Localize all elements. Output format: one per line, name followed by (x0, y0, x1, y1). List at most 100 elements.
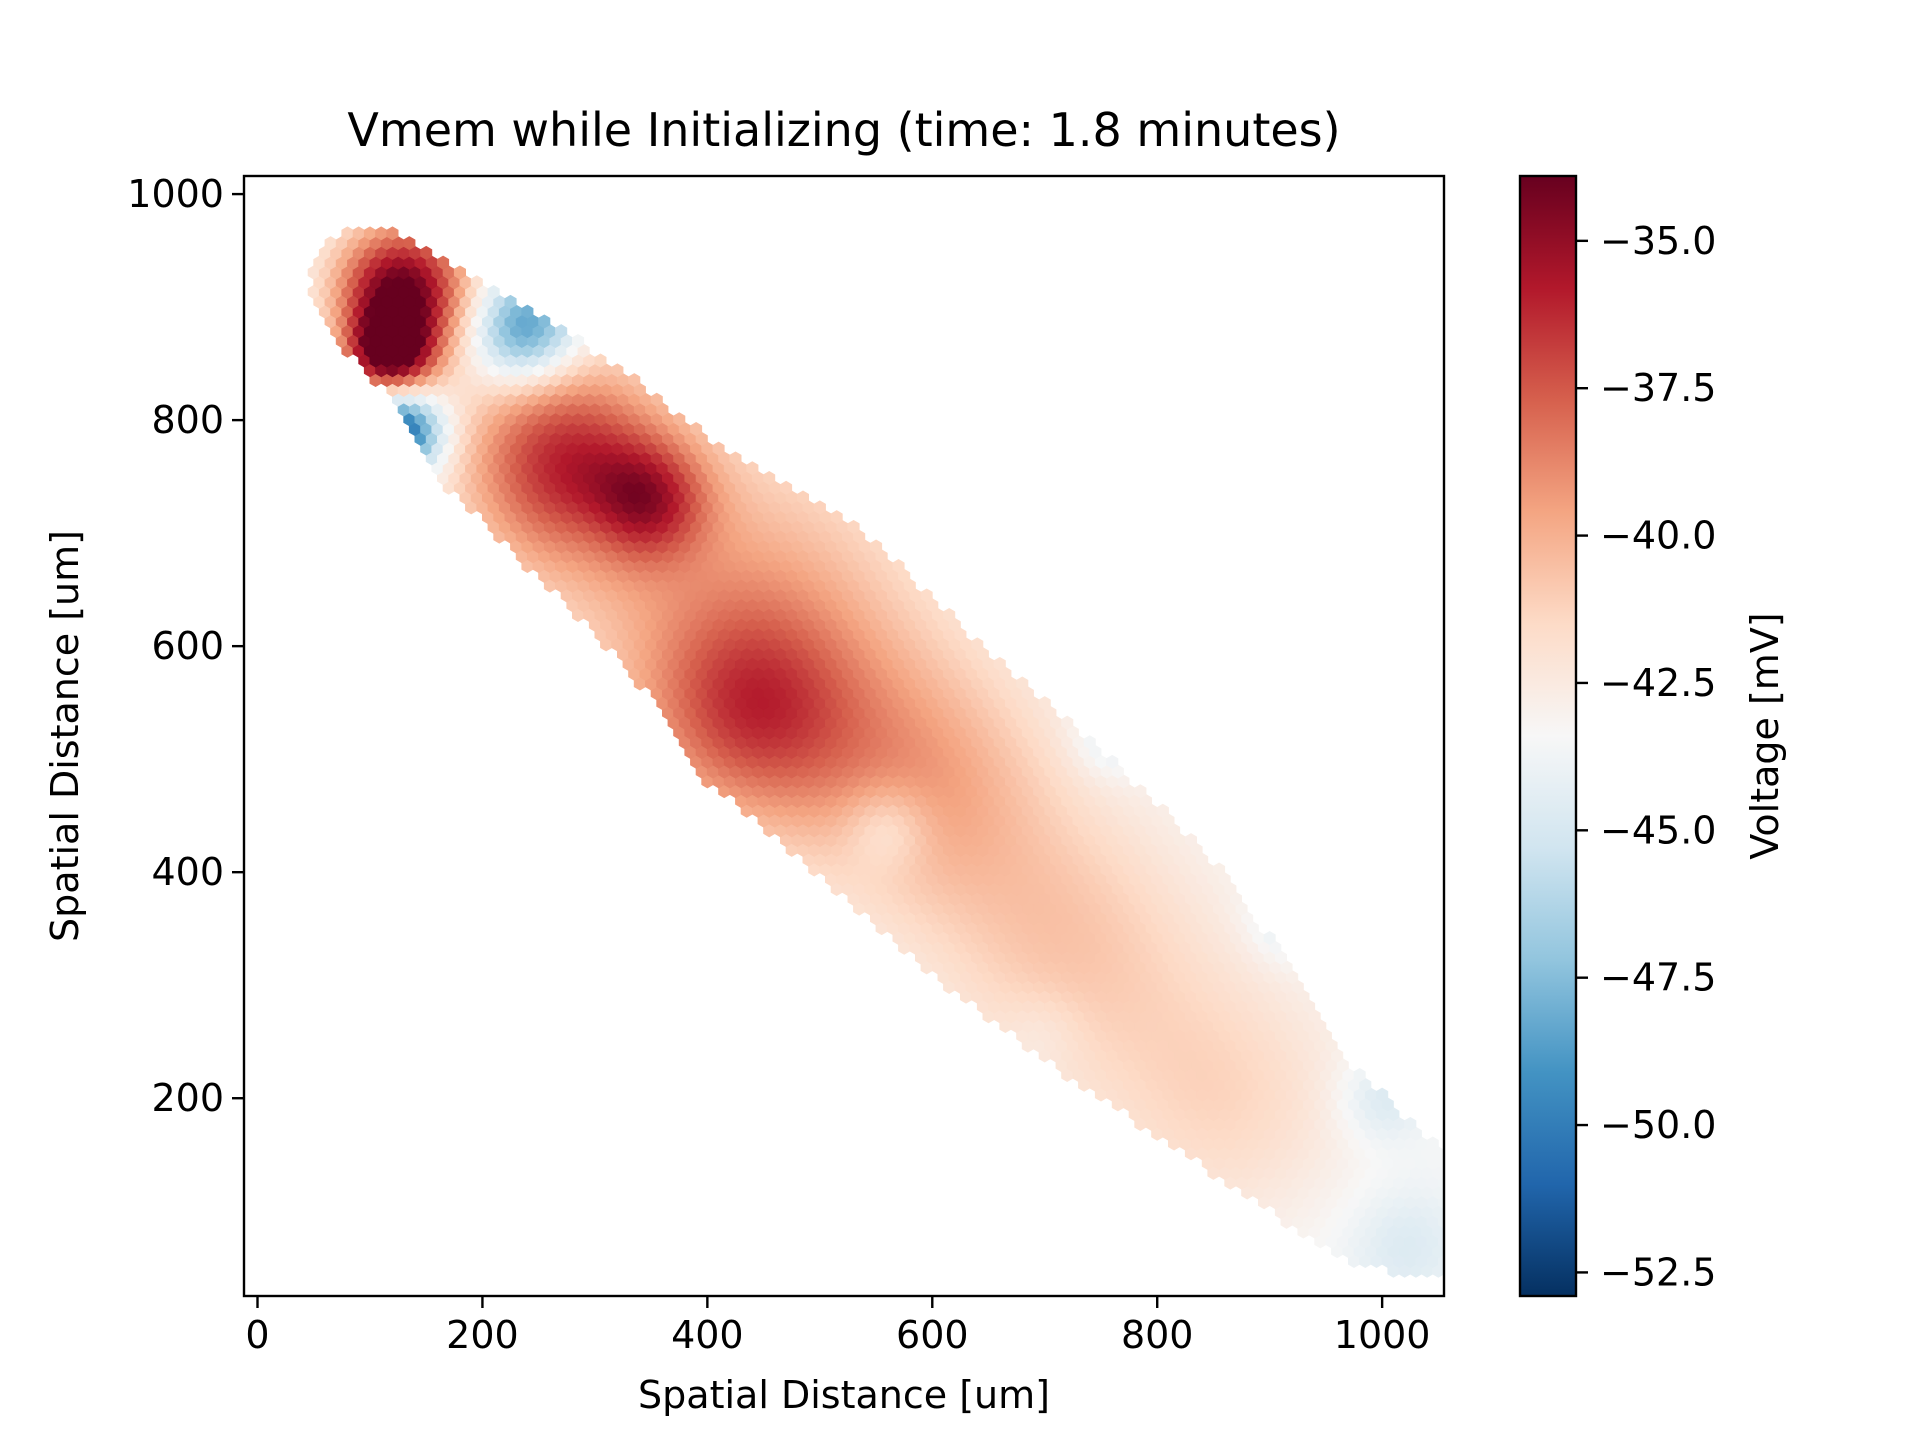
vmem-cell (571, 333, 585, 348)
vmem-cell (1443, 1208, 1444, 1216)
vmem-cell (324, 236, 337, 251)
vmem-cell (1450, 1235, 1462, 1248)
vmem-cell (847, 519, 860, 534)
vmem-cell (763, 471, 776, 485)
vmem-cell (1263, 931, 1276, 945)
vmem-cell (1461, 1196, 1472, 1209)
y-tick-label: 600 (151, 624, 224, 668)
vmem-cell (796, 490, 810, 505)
chart-title: Vmem while Initializing (time: 1.8 minut… (347, 103, 1340, 157)
vmem-cell (1455, 1186, 1467, 1199)
colorbar-tick-label: −50.0 (1600, 1103, 1716, 1147)
vmem-cell (1376, 1087, 1389, 1102)
colorbar-tick-label: −37.5 (1600, 366, 1716, 410)
colorbar-label: Voltage [mV] (1743, 612, 1787, 859)
vmem-cell (1472, 1196, 1484, 1209)
vmem-cell (352, 226, 365, 241)
x-axis-ticks: 0 200 400 600 800 1000 (245, 1296, 1431, 1357)
vmem-cell (1461, 1235, 1472, 1248)
colorbar (1518, 174, 1578, 1298)
colorbar-ticks: −35.0 −37.5 −40.0 −42.5 −45.0 −47.5 −50.0 −52.5 (1576, 219, 1716, 1294)
vmem-cell (690, 422, 703, 437)
vmem-cell (521, 304, 534, 319)
vmem-cell (1455, 1166, 1467, 1179)
vmem-cell (1466, 1225, 1478, 1238)
x-tick-label: 0 (245, 1313, 269, 1357)
vmem-cell (504, 294, 517, 309)
vmem-cell (611, 363, 624, 378)
vmem-cell (403, 236, 416, 251)
vmem-cell (1061, 715, 1074, 730)
vmem-cell (673, 412, 686, 427)
vmem-cell (1455, 1205, 1467, 1218)
vmem-cell (538, 314, 551, 329)
vmem-cell (363, 226, 377, 241)
vmem-cell (1466, 1186, 1478, 1199)
vmem-cell (1443, 1227, 1444, 1236)
vmem-cell (386, 226, 399, 241)
vmem-cell (1472, 1235, 1484, 1248)
colorbar-tick-label: −42.5 (1600, 661, 1716, 705)
vmem-cell (1461, 1176, 1472, 1189)
x-tick-label: 1000 (1334, 1313, 1431, 1357)
vmem-cell (746, 461, 759, 476)
y-tick-label: 800 (151, 398, 224, 442)
colorbar-tick-label: −45.0 (1600, 808, 1716, 852)
vmem-cell (375, 226, 388, 241)
x-tick-label: 800 (1121, 1313, 1194, 1357)
vmem-cell (869, 539, 883, 554)
vmem-cell (1455, 1245, 1467, 1258)
y-tick-label: 200 (151, 1076, 224, 1120)
vmem-cell (1450, 1157, 1462, 1170)
vmem-cell (779, 480, 793, 495)
vmem-cell (712, 441, 725, 456)
colorbar-tick-label: −52.5 (1600, 1250, 1716, 1294)
vmem-cell (1461, 1215, 1472, 1228)
vmem-cell (1450, 1176, 1462, 1189)
colorbar-tick-label: −40.0 (1600, 514, 1716, 558)
vmem-cell (1461, 1254, 1472, 1267)
colorbar-tick-label: −47.5 (1600, 956, 1716, 1000)
vmem-cell (943, 608, 956, 622)
vmem-cell (1443, 1169, 1444, 1177)
vmem-cell (1472, 1215, 1484, 1228)
colorbar-tick-label: −35.0 (1600, 219, 1716, 263)
vmem-cell (1426, 1136, 1439, 1151)
vmem-cell (487, 285, 500, 299)
vmem-cell (1450, 1196, 1462, 1209)
vmem-cell (1134, 784, 1147, 799)
vmem-cell (1083, 735, 1096, 750)
vmem-cell (555, 324, 568, 339)
vmem-cell (813, 500, 826, 515)
vmem-cell (436, 255, 450, 270)
vmem-cell (971, 637, 984, 652)
vmem-cell (1038, 696, 1051, 711)
vmem-cell (1353, 1068, 1366, 1082)
vmem-cell (1450, 1254, 1462, 1267)
vmem-cell (1184, 833, 1197, 848)
vmem-cell (729, 451, 742, 466)
vmem-cell (628, 373, 641, 388)
y-axis-ticks: 200 400 600 800 1000 (127, 172, 244, 1120)
vmem-cell (1016, 676, 1029, 691)
vmem-cell (1443, 1188, 1444, 1197)
x-tick-label: 200 (446, 1313, 519, 1357)
x-axis-label: Spatial Distance [um] (638, 1373, 1050, 1417)
vmem-cell (993, 656, 1006, 671)
vmem-cell (1443, 1247, 1444, 1255)
vmem-cell (650, 392, 663, 407)
vmem-cell-layer (307, 226, 1484, 1278)
vmem-cell (1450, 1215, 1462, 1228)
vmem-cell (420, 245, 433, 260)
vmem-cell (453, 265, 467, 280)
vmem-cell (1156, 803, 1169, 818)
vmem-cell (1404, 1116, 1417, 1131)
x-tick-label: 600 (896, 1313, 969, 1357)
x-tick-label: 400 (671, 1313, 744, 1357)
vmem-cell (1106, 754, 1119, 769)
vmem-cell (1466, 1245, 1478, 1258)
vmem-cell (1455, 1225, 1467, 1238)
y-tick-label: 400 (151, 850, 224, 894)
vmem-cell (892, 559, 905, 574)
